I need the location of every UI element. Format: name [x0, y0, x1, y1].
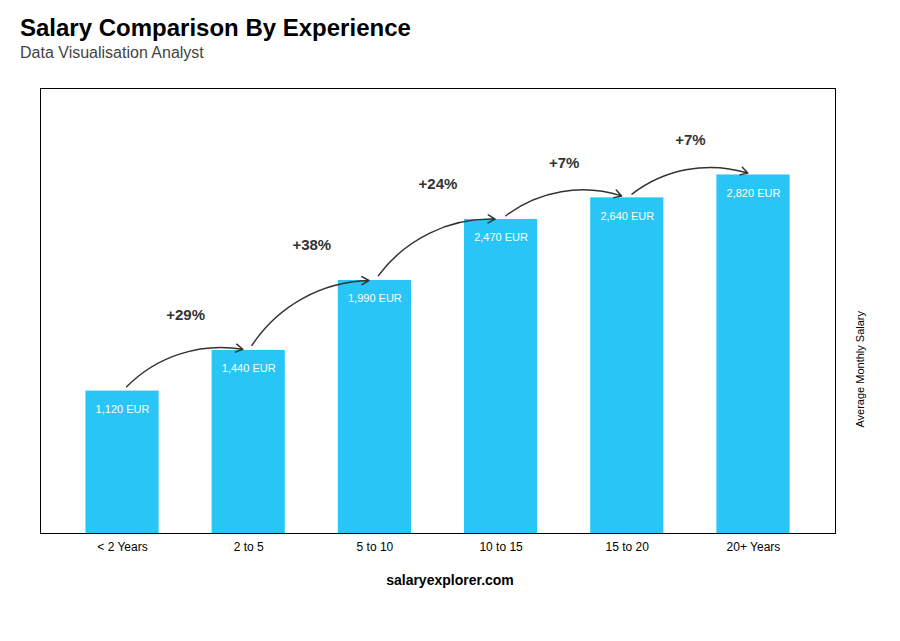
html-text:salaryexplorer.com: salaryexplorer.com [386, 572, 514, 588]
svg-text:+7%: +7% [549, 154, 579, 171]
svg-text:5 to 10: 5 to 10 [357, 540, 394, 554]
svg-text:+24%: +24% [419, 175, 458, 192]
svg-text:+29%: +29% [166, 306, 205, 323]
svg-text:2,820 EUR: 2,820 EUR [727, 187, 781, 199]
svg-text:+7%: +7% [675, 131, 705, 148]
svg-text:2,640 EUR: 2,640 EUR [600, 210, 654, 222]
svg-text:+38%: +38% [292, 236, 331, 253]
html-text:Data Visualisation Analyst: Data Visualisation Analyst [20, 44, 204, 61]
svg-text:2 to 5: 2 to 5 [234, 540, 264, 554]
html-text:Salary Comparison By Experienc: Salary Comparison By Experience [20, 14, 411, 41]
svg-text:15 to 20: 15 to 20 [606, 540, 650, 554]
svg-text:20+ Years: 20+ Years [727, 540, 781, 554]
svg-text:2,470 EUR: 2,470 EUR [474, 231, 528, 243]
svg-text:1,440 EUR: 1,440 EUR [222, 362, 276, 374]
svg-text:Average Monthly Salary: Average Monthly Salary [854, 311, 866, 428]
svg-text:10 to 15: 10 to 15 [479, 540, 523, 554]
svg-text:< 2 Years: < 2 Years [97, 540, 147, 554]
svg-text:1,990 EUR: 1,990 EUR [348, 292, 402, 304]
svg-text:1,120 EUR: 1,120 EUR [96, 403, 150, 415]
